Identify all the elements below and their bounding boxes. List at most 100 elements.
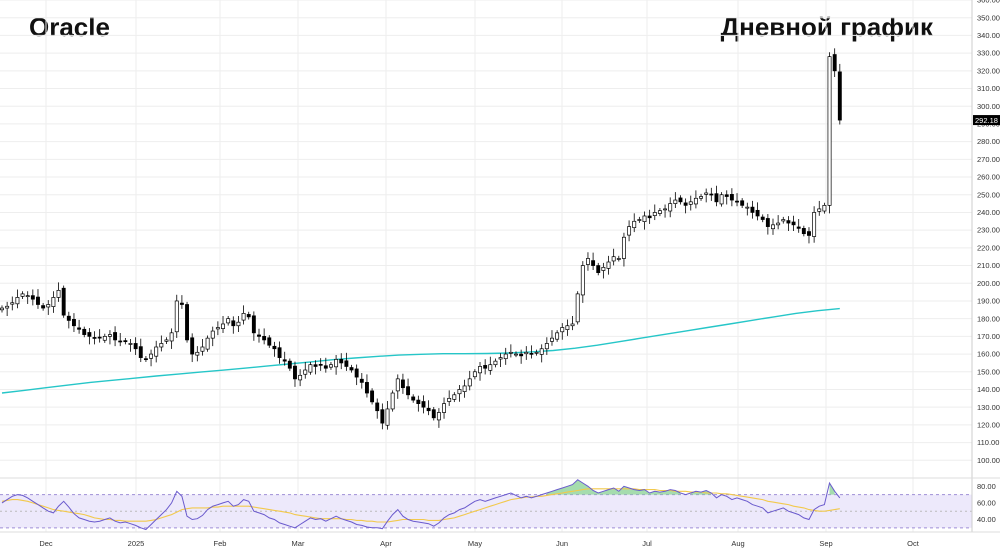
candle-body <box>416 399 421 404</box>
candle-body <box>138 346 143 358</box>
candle-body <box>621 236 626 259</box>
candle-body <box>755 209 760 217</box>
candle-body <box>462 385 467 392</box>
date-tick-label: 2025 <box>128 539 145 548</box>
candle-body <box>102 336 107 341</box>
rsi-band <box>0 494 972 529</box>
candle-body <box>467 378 472 387</box>
candle-body <box>51 297 56 307</box>
candle-body <box>210 330 215 339</box>
candle-body <box>385 408 390 426</box>
candle-body <box>837 71 842 121</box>
candle-body <box>97 336 102 339</box>
price-tick-label: 150.00 <box>977 367 1000 376</box>
date-tick-label: Sep <box>819 539 832 548</box>
candle-body <box>257 334 261 337</box>
candle-body <box>359 378 364 383</box>
date-tick-label: Jul <box>642 539 652 548</box>
candle-body <box>395 378 400 392</box>
candle-body <box>251 315 256 334</box>
candle-body <box>277 347 282 358</box>
candle-body <box>693 197 698 205</box>
candle-body <box>714 193 719 203</box>
candle-body <box>637 219 642 221</box>
candle-body <box>457 389 462 395</box>
candle-body <box>534 351 539 354</box>
candles <box>0 48 842 430</box>
candle-body <box>729 194 734 201</box>
date-tick-label: Oct <box>907 539 920 548</box>
candle-body <box>514 353 518 356</box>
candle-body <box>36 296 40 305</box>
price-tick-label: 230.00 <box>977 226 1000 235</box>
candle-body <box>699 196 703 199</box>
candle-body <box>632 220 637 229</box>
candle-body <box>586 258 590 265</box>
date-tick-label: Feb <box>214 539 227 548</box>
candle-body <box>616 258 621 260</box>
candle-body <box>370 390 375 403</box>
candle-body <box>334 359 339 368</box>
candle-body <box>282 359 287 362</box>
candle-body <box>231 320 236 327</box>
date-tick-label: May <box>468 539 482 548</box>
candle-body <box>652 212 657 216</box>
candle-body <box>801 228 806 235</box>
candle-body <box>205 337 210 350</box>
candle-body <box>442 403 446 413</box>
candle-body <box>832 54 837 72</box>
candle-body <box>683 202 688 206</box>
price-tick-label: 250.00 <box>977 190 1000 199</box>
candle-body <box>267 337 272 346</box>
candle-body <box>46 304 51 308</box>
price-tick-label: 120.00 <box>977 420 1000 429</box>
candle-body <box>580 265 585 296</box>
rsi-tick-label: 80.00 <box>977 482 996 491</box>
candle-body <box>765 218 770 227</box>
candle-body <box>179 302 184 305</box>
candle-body <box>498 357 503 360</box>
price-tick-label: 350.00 <box>977 13 1000 22</box>
price-tick-label: 330.00 <box>977 49 1000 58</box>
price-tick-label: 300.00 <box>977 102 1000 111</box>
candle-body <box>596 265 601 273</box>
candle-body <box>185 304 189 341</box>
candle-body <box>123 340 128 343</box>
candle-body <box>169 332 174 342</box>
candle-body <box>215 327 220 330</box>
candle-body <box>154 346 159 357</box>
date-tick-label: Mar <box>292 539 305 548</box>
price-tick-label: 190.00 <box>977 297 1000 306</box>
price-tick-label: 280.00 <box>977 137 1000 146</box>
candle-body <box>606 261 611 269</box>
candle-body <box>560 327 565 333</box>
candle-body <box>241 313 246 321</box>
candle-body <box>164 339 169 342</box>
candle-body <box>575 293 580 323</box>
candle-body <box>524 351 529 355</box>
grid <box>0 0 972 532</box>
candle-body <box>678 197 683 203</box>
price-tick-label: 360.00 <box>977 0 1000 5</box>
candle-body <box>354 368 359 378</box>
candle-body <box>56 289 61 298</box>
candle-body <box>771 224 775 230</box>
candle-body <box>488 364 493 371</box>
price-tick-label: 310.00 <box>977 84 1000 93</box>
candle-body <box>262 336 267 341</box>
rsi-overbought-fill <box>546 479 681 495</box>
candle-body <box>25 295 30 298</box>
candle-body <box>246 314 251 318</box>
candle-body <box>421 401 426 408</box>
candle-body <box>704 192 709 195</box>
candle-body <box>647 215 652 219</box>
candle-body <box>611 256 616 262</box>
candle-body <box>519 353 524 357</box>
candle-body <box>118 340 123 343</box>
candle-body <box>668 203 673 212</box>
candle-body <box>87 332 92 337</box>
candle-body <box>287 360 292 369</box>
candle-body <box>349 367 354 371</box>
candle-body <box>10 302 15 305</box>
